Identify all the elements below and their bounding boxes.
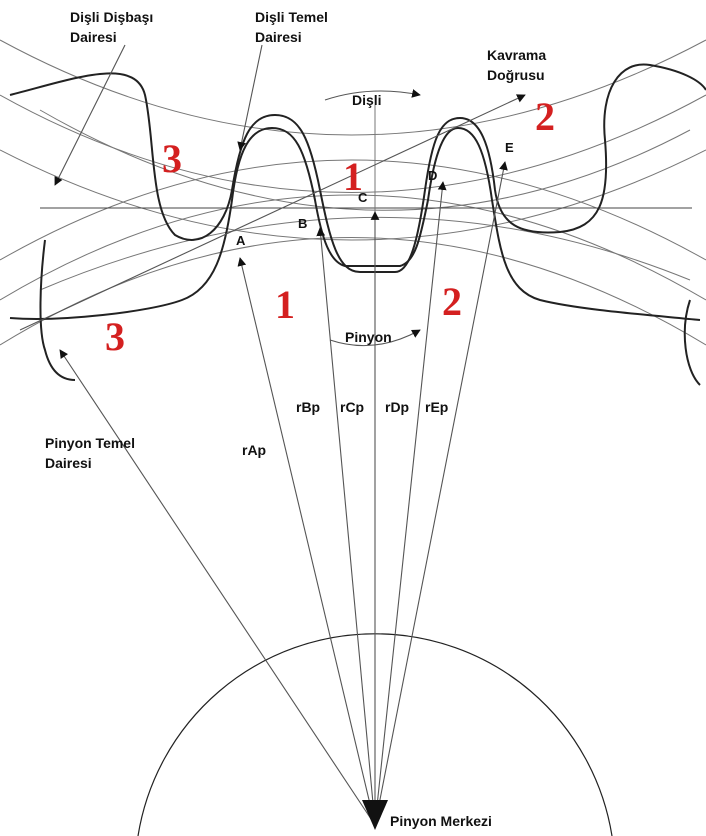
radius-label: rEp — [425, 399, 448, 415]
zone-number: 3 — [162, 136, 182, 181]
rotation-label: Pinyon — [345, 329, 392, 345]
radius-label: rCp — [340, 399, 364, 415]
point-label: D — [428, 168, 437, 183]
pinion-tooth-left — [39, 239, 76, 381]
zone-number: 1 — [343, 154, 363, 199]
point-label: A — [236, 233, 246, 248]
label: Dişli Dişbaşı — [70, 9, 153, 25]
label: Dairesi — [45, 455, 92, 471]
label: Dairesi — [255, 29, 302, 45]
center-label: Pinyon Merkezi — [390, 813, 492, 829]
pinion-tooth-right — [683, 299, 701, 386]
zone-number: 1 — [275, 282, 295, 327]
radius-rays — [59, 161, 508, 830]
rotation-label: Dişli — [352, 92, 382, 108]
line-of-action — [19, 94, 526, 331]
radius-label: rDp — [385, 399, 409, 415]
callout-arrows — [54, 44, 421, 347]
point-label: E — [505, 140, 514, 155]
zone-number: 2 — [442, 279, 462, 324]
zone-number: 3 — [105, 314, 125, 359]
label: Kavrama — [487, 47, 546, 63]
radius-label: rAp — [242, 442, 266, 458]
label: Doğrusu — [487, 67, 545, 83]
radius-label: rBp — [296, 399, 320, 415]
pinion-profile — [9, 126, 701, 321]
point-label: B — [298, 216, 307, 231]
label: Pinyon Temel — [45, 435, 135, 451]
zone-number: 2 — [535, 94, 555, 139]
gear-profile — [9, 63, 706, 273]
label: Dairesi — [70, 29, 117, 45]
label: Dişli Temel — [255, 9, 328, 25]
point-label: C — [358, 190, 368, 205]
